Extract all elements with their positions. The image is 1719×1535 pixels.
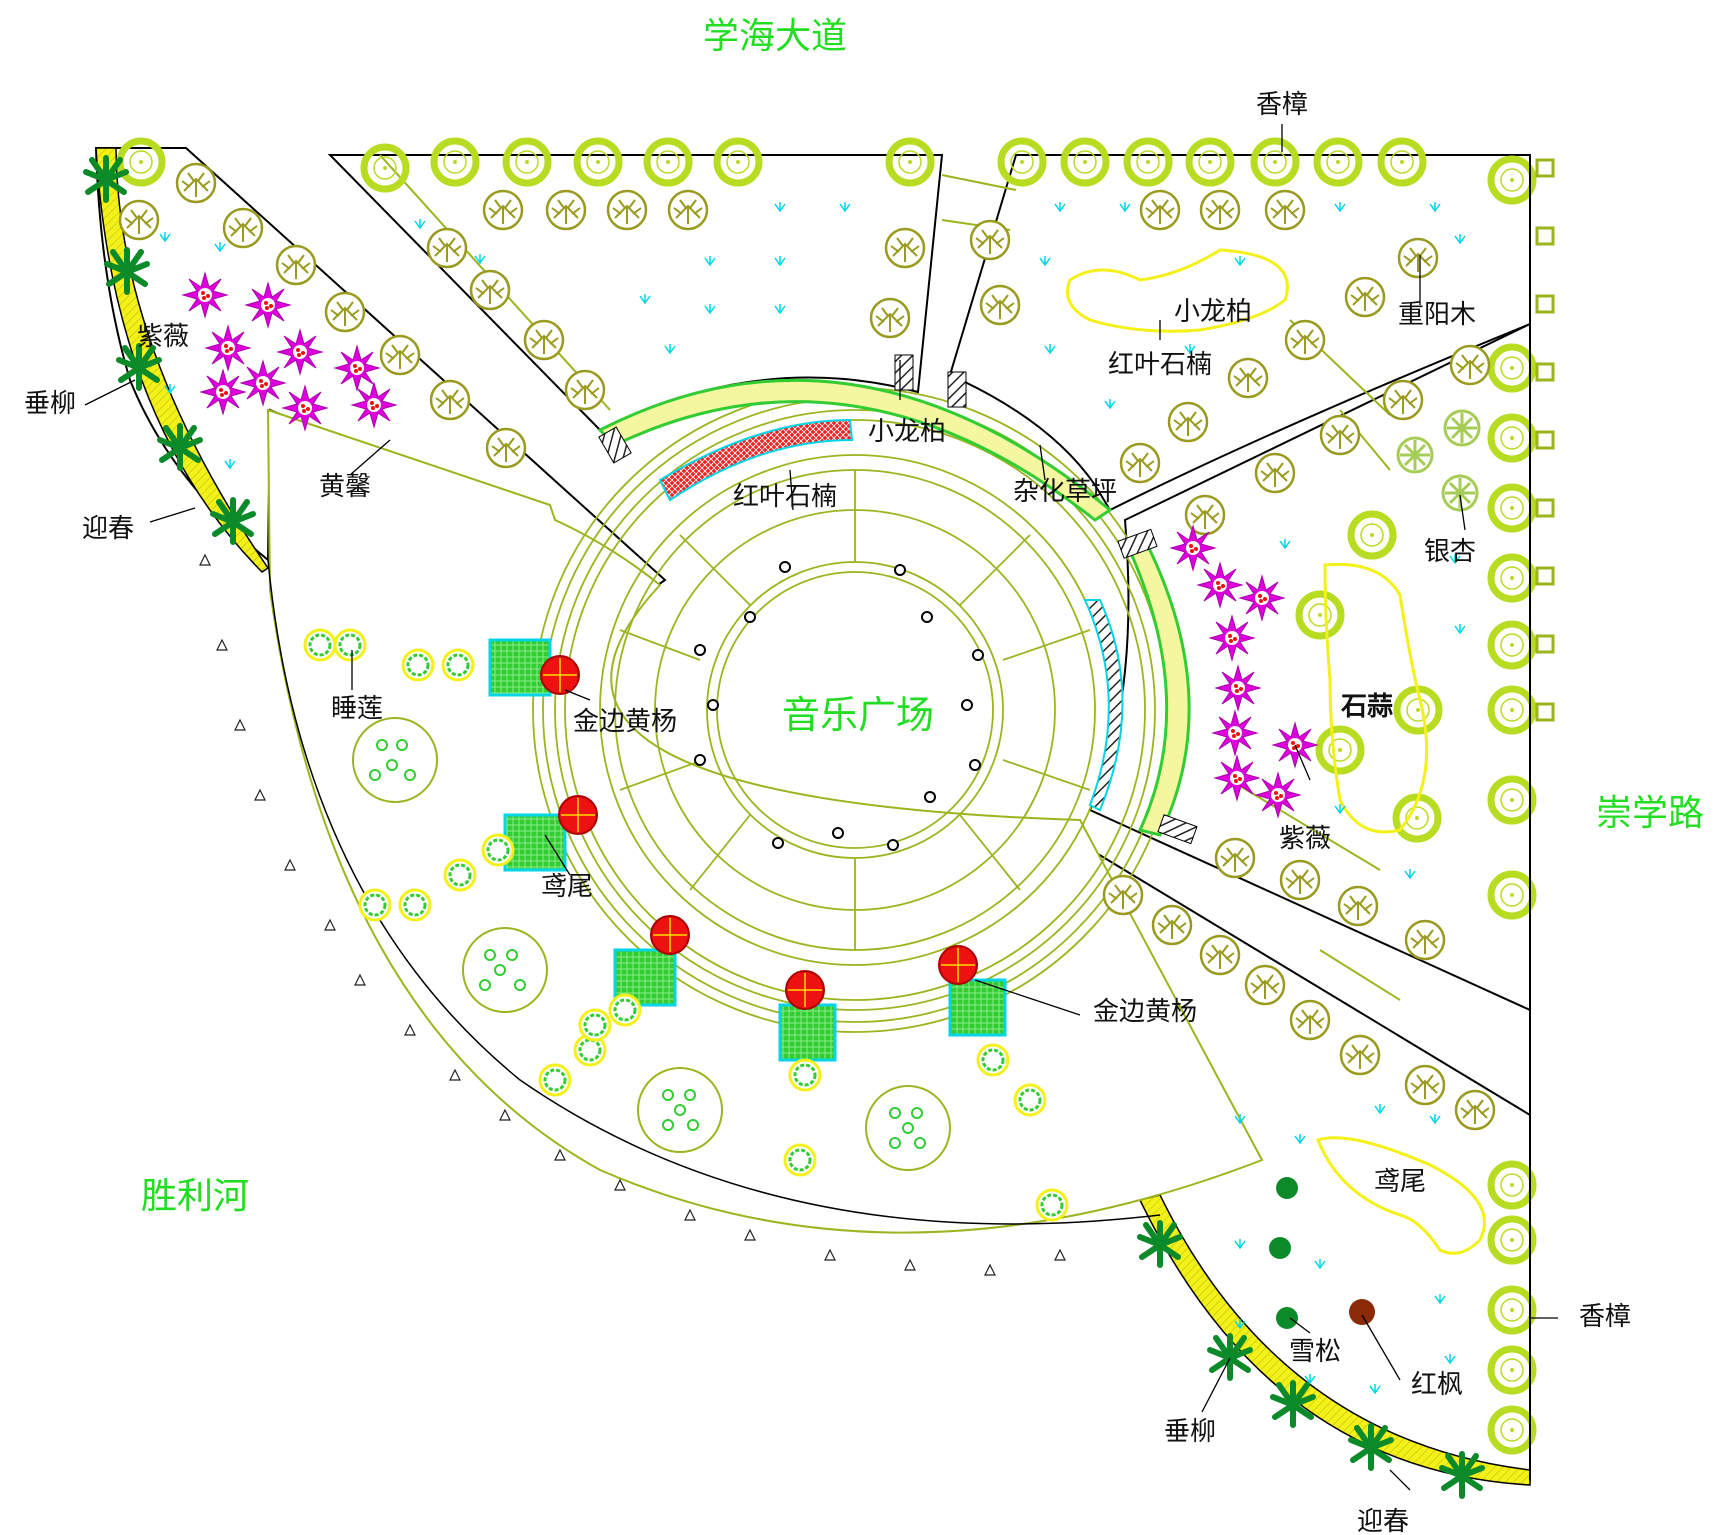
label-crape-myrtle-nw: 紫薇 <box>137 322 189 352</box>
cedars <box>1269 1177 1298 1329</box>
iris-outline <box>1316 1136 1486 1255</box>
red-maple <box>1349 1299 1375 1325</box>
plaza-title: 音乐广场 <box>782 693 934 737</box>
label-weeping-willow-se: 垂柳 <box>1164 1417 1216 1447</box>
label-golden-boxwood-2: 金边黄杨 <box>1093 997 1197 1027</box>
label-red-photinia-ne: 红叶石楠 <box>1108 350 1212 380</box>
label-lycoris: 石蒜 <box>1340 692 1393 722</box>
boxwood-planters <box>488 638 1007 1062</box>
north-lawn-arc <box>597 378 1113 522</box>
riverbank-stones <box>199 553 1066 1276</box>
label-small-juniper-gate: 小龙柏 <box>868 417 946 447</box>
pathway-lines <box>379 154 1401 1001</box>
plaza-fan <box>266 408 1264 1234</box>
road-label-north: 学海大道 <box>703 16 847 57</box>
label-ginkgo: 银杏 <box>1424 537 1476 567</box>
label-weeping-willow-nw: 垂柳 <box>24 389 76 419</box>
label-iris-1: 鸢尾 <box>541 872 593 902</box>
red-photinia-bed <box>658 418 854 502</box>
label-camphor-top: 香樟 <box>1256 90 1308 120</box>
label-camphor-se: 香樟 <box>1579 1302 1631 1332</box>
road-label-east: 崇学路 <box>1596 793 1704 834</box>
round-planters <box>352 717 951 1171</box>
lycoris-outline <box>1323 562 1429 834</box>
label-cedar: 雪松 <box>1289 1337 1341 1367</box>
label-winter-jasmine-nw: 迎春 <box>82 514 134 544</box>
bollards <box>694 561 984 851</box>
small-juniper-outline <box>1066 248 1289 333</box>
east-lawn-arc <box>1122 538 1191 837</box>
north-east-bed <box>948 154 1531 512</box>
east-hatched-bed <box>1083 599 1124 812</box>
juniper-post-left <box>894 354 914 391</box>
label-water-lily: 睡莲 <box>331 694 383 724</box>
label-yellow-jasmine: 黄馨 <box>319 472 371 502</box>
juniper-post-right <box>947 371 967 408</box>
label-iris-2: 鸢尾 <box>1374 1167 1426 1197</box>
label-bischofia: 重阳木 <box>1398 300 1476 330</box>
label-mixed-lawn: 杂化草坪 <box>1013 477 1117 507</box>
label-small-juniper-ne: 小龙柏 <box>1174 297 1252 327</box>
label-golden-boxwood-1: 金边黄杨 <box>573 707 677 737</box>
planter-lilies <box>369 739 926 1149</box>
east-edge-posts <box>1535 158 1555 722</box>
label-red-maple: 红枫 <box>1411 1370 1463 1400</box>
label-winter-jasmine-se: 迎春 <box>1357 1507 1409 1535</box>
label-crape-myrtle-e: 紫薇 <box>1279 824 1331 854</box>
plaza-spokes <box>619 470 1091 950</box>
river-label: 胜利河 <box>141 1176 249 1217</box>
leader-lines <box>84 124 1558 1491</box>
label-red-photinia-arc: 红叶石楠 <box>733 482 837 512</box>
